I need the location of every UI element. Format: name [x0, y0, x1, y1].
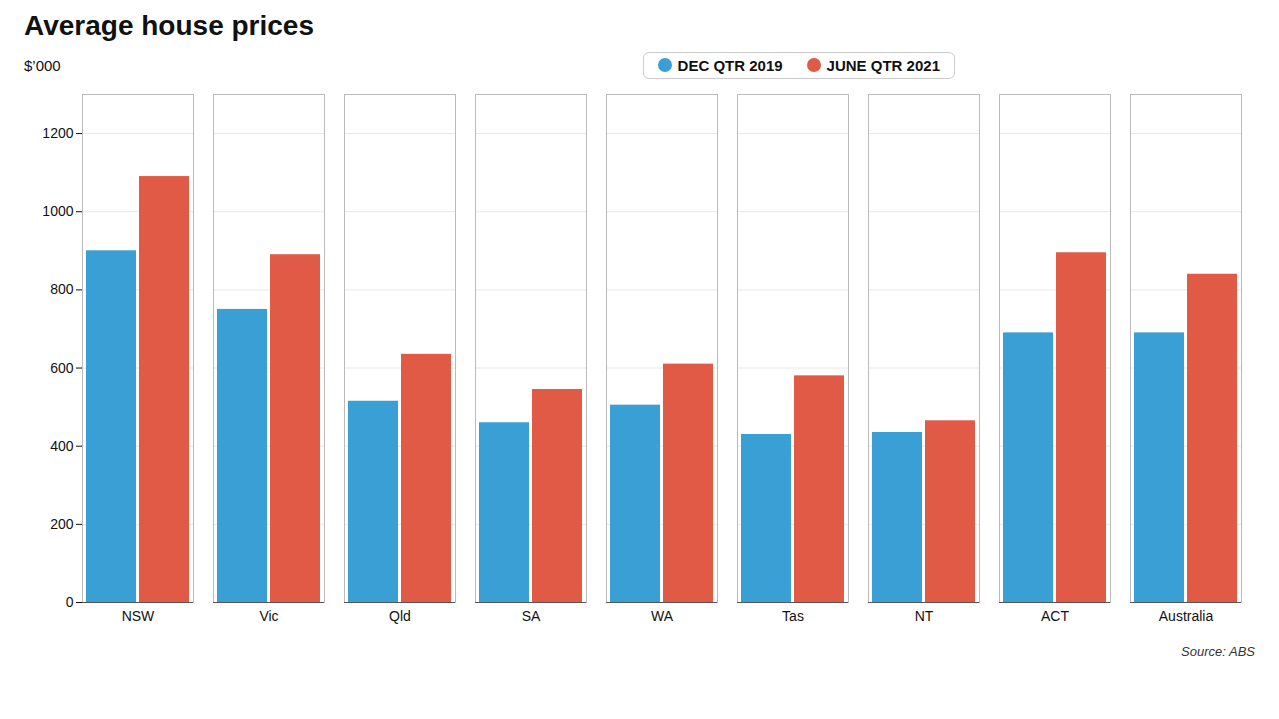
- svg-text:Australia: Australia: [1159, 608, 1214, 624]
- html-text:Source: ABS: Source: ABS: [1181, 644, 1255, 659]
- svg-text:Tas: Tas: [782, 608, 804, 624]
- svg-text:ACT: ACT: [1041, 608, 1069, 624]
- svg-text:400: 400: [50, 438, 74, 454]
- html-text:DEC QTR 2019: DEC QTR 2019: [677, 56, 783, 74]
- svg-text:WA: WA: [651, 608, 674, 624]
- svg-text:NSW: NSW: [122, 608, 155, 624]
- svg-text:Qld: Qld: [389, 608, 411, 624]
- html-text:$’000: $’000: [24, 56, 61, 74]
- html-text:JUNE QTR 2021: JUNE QTR 2021: [826, 56, 940, 74]
- svg-text:SA: SA: [522, 608, 541, 624]
- svg-text:1000: 1000: [42, 203, 73, 219]
- svg-text:600: 600: [50, 360, 74, 376]
- svg-text:800: 800: [50, 281, 74, 297]
- svg-text:1200: 1200: [42, 125, 73, 141]
- html-text:Average house prices: Average house prices: [24, 10, 314, 41]
- svg-text:NT: NT: [915, 608, 934, 624]
- svg-text:Vic: Vic: [259, 608, 278, 624]
- svg-text:0: 0: [66, 594, 74, 610]
- svg-text:200: 200: [50, 516, 74, 532]
